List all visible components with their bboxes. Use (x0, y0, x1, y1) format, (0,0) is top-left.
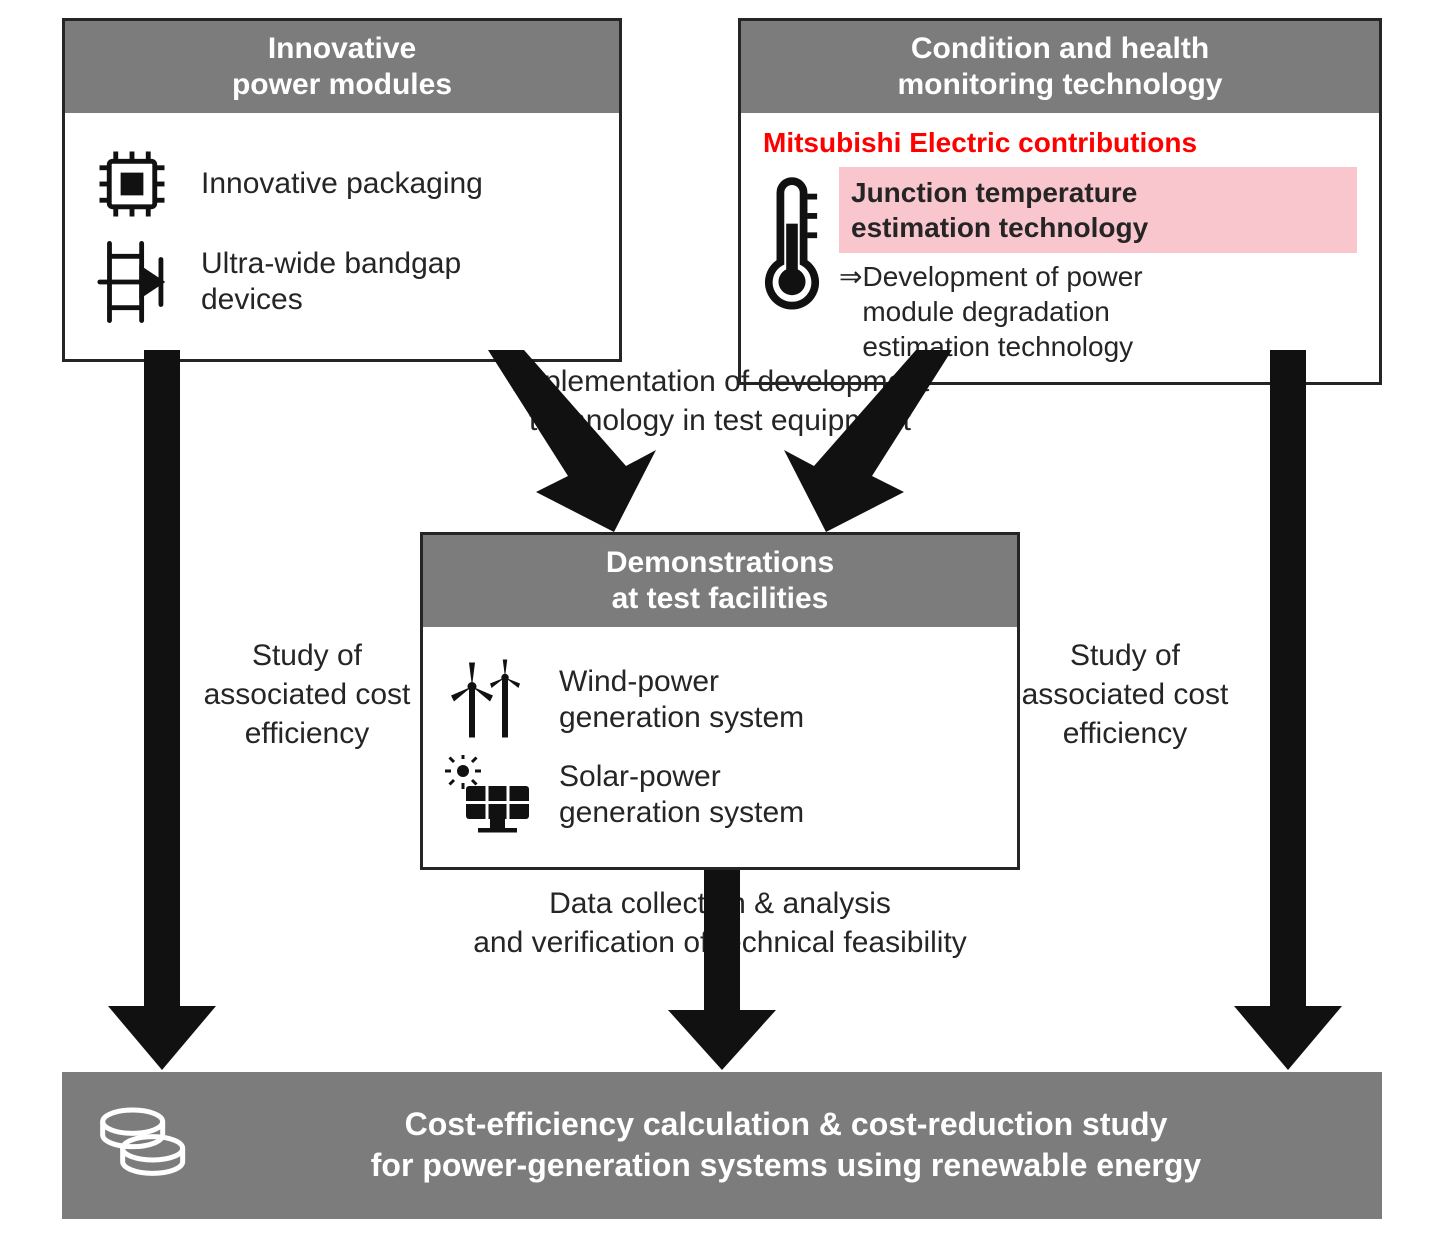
sub-l2: module degradation (862, 296, 1110, 327)
solar-icon (445, 755, 535, 835)
item-label-l2: generation system (559, 796, 804, 829)
bottom-l1: Cost-efficiency calculation & cost-reduc… (405, 1106, 1168, 1142)
arrow-center-down (668, 870, 776, 1074)
contribution-label: Mitsubishi Electric contributions (763, 127, 1357, 159)
highlight-l1: Junction temperature (851, 177, 1137, 208)
wind-icon (445, 659, 535, 741)
label-impl-top: Implementation of development technology… (340, 362, 1100, 440)
item-label: Solar-power generation system (559, 759, 804, 831)
item-label: Wind-power generation system (559, 664, 804, 736)
box-innovative-power-modules: Innovative power modules Innovative pack… (62, 18, 622, 362)
highlight-junction-temp: Junction temperature estimation technolo… (839, 167, 1357, 253)
thermometer-icon (763, 167, 821, 318)
box-right-title-l1: Condition and health (911, 32, 1209, 65)
transistor-icon (87, 237, 177, 327)
box-right-title-l2: monitoring technology (898, 68, 1223, 101)
item-label-l1: Solar-power (559, 760, 721, 793)
box-center-body: Wind-power generation system Solar-power… (423, 627, 1017, 867)
item-label-l2: generation system (559, 701, 804, 734)
item-label: Innovative packaging (201, 166, 483, 202)
list-item: Ultra-wide bandgap devices (87, 237, 597, 327)
box-center-header: Demonstrations at test facilities (423, 535, 1017, 627)
label-right-side: Study of associated cost efficiency (1000, 636, 1250, 753)
box-condition-monitoring: Condition and health monitoring technolo… (738, 18, 1382, 385)
box-left-header: Innovative power modules (65, 21, 619, 113)
item-label: Ultra-wide bandgap devices (201, 246, 531, 318)
sub-prefix: ⇒ (839, 261, 862, 292)
highlight-l2: estimation technology (851, 212, 1148, 243)
item-label-l1: Wind-power (559, 665, 719, 698)
box-demonstrations: Demonstrations at test facilities Wind-p… (420, 532, 1020, 870)
box-right-header: Condition and health monitoring technolo… (741, 21, 1379, 113)
arrow-diag-left (458, 350, 678, 536)
list-item: Solar-power generation system (445, 755, 995, 835)
bottom-bar-text: Cost-efficiency calculation & cost-reduc… (224, 1104, 1348, 1187)
arrow-right-down (1234, 350, 1342, 1074)
box-left-title-l1: Innovative (268, 32, 416, 65)
arrow-diag-right (762, 350, 982, 536)
box-left-body: Innovative packaging Ultra-wide bandgap … (65, 113, 619, 359)
sub-l1: Development of power (862, 261, 1142, 292)
list-item: Wind-power generation system (445, 659, 995, 741)
bottom-l2: for power-generation systems using renew… (371, 1147, 1201, 1183)
box-right-body: Mitsubishi Electric contributions Juncti… (741, 113, 1379, 382)
sub-development-text: ⇒Development of power module degradation… (839, 253, 1357, 364)
box-center-title-l1: Demonstrations (606, 546, 834, 579)
arrow-left-down (108, 350, 216, 1074)
box-left-title-l2: power modules (232, 68, 452, 101)
list-item: Innovative packaging (87, 145, 597, 223)
label-left-side: Study of associated cost efficiency (200, 636, 414, 753)
box-center-title-l2: at test facilities (612, 582, 829, 615)
coins-icon (96, 1098, 196, 1193)
chip-icon (87, 145, 177, 223)
bottom-bar: Cost-efficiency calculation & cost-reduc… (62, 1072, 1382, 1219)
